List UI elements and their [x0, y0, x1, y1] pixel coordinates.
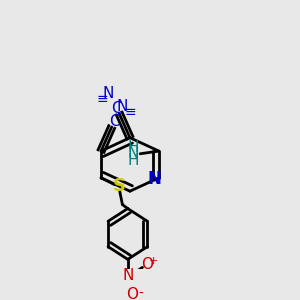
Text: H: H	[128, 153, 139, 168]
Text: N: N	[148, 170, 162, 188]
Text: C: C	[109, 114, 120, 129]
Text: N: N	[103, 86, 114, 101]
Text: -: -	[138, 286, 143, 300]
Text: O: O	[141, 257, 153, 272]
Text: H: H	[128, 140, 139, 154]
Text: S: S	[113, 177, 126, 195]
Text: N: N	[128, 146, 139, 161]
Text: N: N	[117, 100, 128, 115]
Text: N: N	[122, 268, 134, 283]
Text: O: O	[126, 287, 138, 300]
Text: +: +	[149, 256, 159, 266]
Text: C: C	[111, 101, 122, 116]
Text: ≡: ≡	[96, 92, 108, 106]
Text: ≡: ≡	[124, 105, 136, 119]
